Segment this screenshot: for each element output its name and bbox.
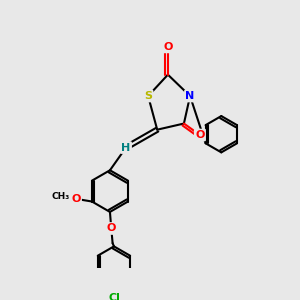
Text: O: O [195, 130, 205, 140]
Text: N: N [185, 91, 195, 101]
Text: CH₃: CH₃ [51, 192, 70, 201]
Text: O: O [163, 42, 172, 52]
Text: Cl: Cl [108, 293, 120, 300]
Text: O: O [71, 194, 81, 204]
Text: H: H [121, 142, 130, 153]
Text: O: O [106, 224, 116, 233]
Text: S: S [144, 91, 152, 101]
